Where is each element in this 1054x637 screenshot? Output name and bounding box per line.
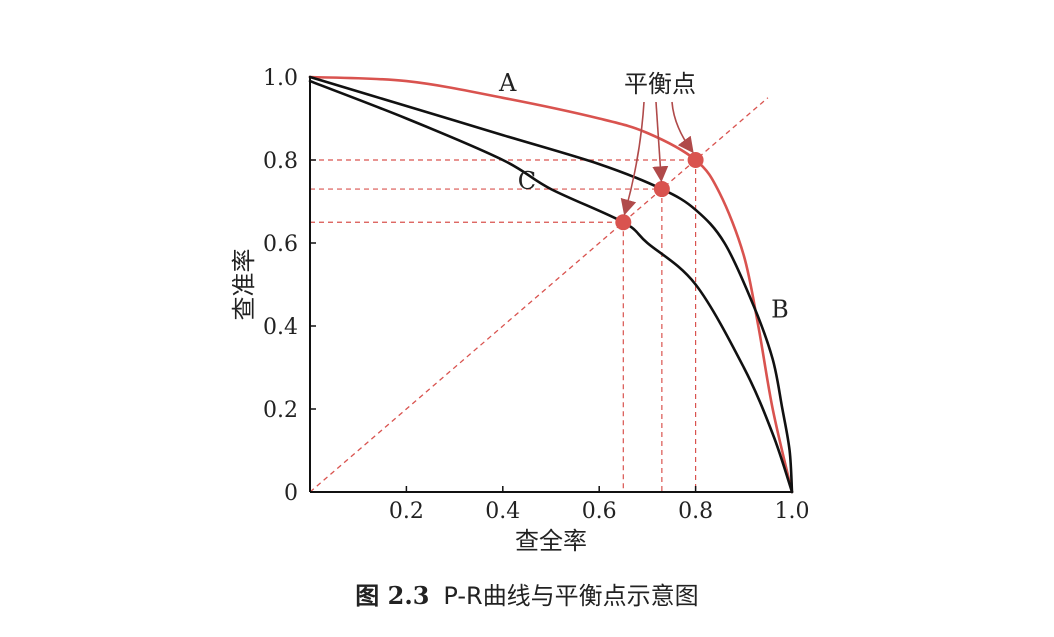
annotation-break-even: 平衡点 xyxy=(624,70,696,98)
x-tick-label: 0.8 xyxy=(678,499,713,524)
labels: A B C 平衡点 xyxy=(498,69,789,323)
curve-label-a: A xyxy=(498,69,517,97)
y-tick-label: 0.8 xyxy=(263,149,298,174)
figure-caption: 图 2.3 P-R曲线与平衡点示意图 xyxy=(0,576,1054,611)
y-axis-title: 查准率 xyxy=(230,249,258,321)
diagonal-dashed-line xyxy=(309,97,769,493)
break-even-points xyxy=(615,152,704,231)
y-tick-label: 0.4 xyxy=(263,315,298,340)
break-even-point-c xyxy=(615,214,632,231)
curve-b xyxy=(308,75,794,494)
diagonal-line xyxy=(309,97,769,493)
annotation-arrow xyxy=(620,101,645,216)
break-even-point-a xyxy=(687,152,704,168)
annotation-arrow xyxy=(652,101,669,183)
x-tick-label: 1.0 xyxy=(775,499,810,524)
x-tick-label: 0.6 xyxy=(582,499,617,524)
caption-text: P-R曲线与平衡点示意图 xyxy=(443,582,699,610)
y-tick-label: 0 xyxy=(284,481,298,506)
x-tick-label: 0.4 xyxy=(485,499,520,524)
y-tick-label: 1.0 xyxy=(263,66,298,91)
x-tick-label: 0.2 xyxy=(389,499,424,524)
x-axis-title: 查全率 xyxy=(515,527,587,555)
y-tick-label: 0.2 xyxy=(263,398,298,423)
axes: 0.2 0.4 0.6 0.8 1.0 0 0.2 0.4 0.6 0.8 1.0 查全率 查准率 xyxy=(230,66,810,555)
curve-label-b: B xyxy=(771,295,789,323)
annotation-arrow xyxy=(671,101,694,154)
y-tick-label: 0.6 xyxy=(263,232,298,257)
break-even-point-b xyxy=(653,181,670,198)
curve-c xyxy=(308,79,794,494)
caption-number: 图 2.3 xyxy=(355,581,430,610)
curve-label-c: C xyxy=(518,167,536,195)
